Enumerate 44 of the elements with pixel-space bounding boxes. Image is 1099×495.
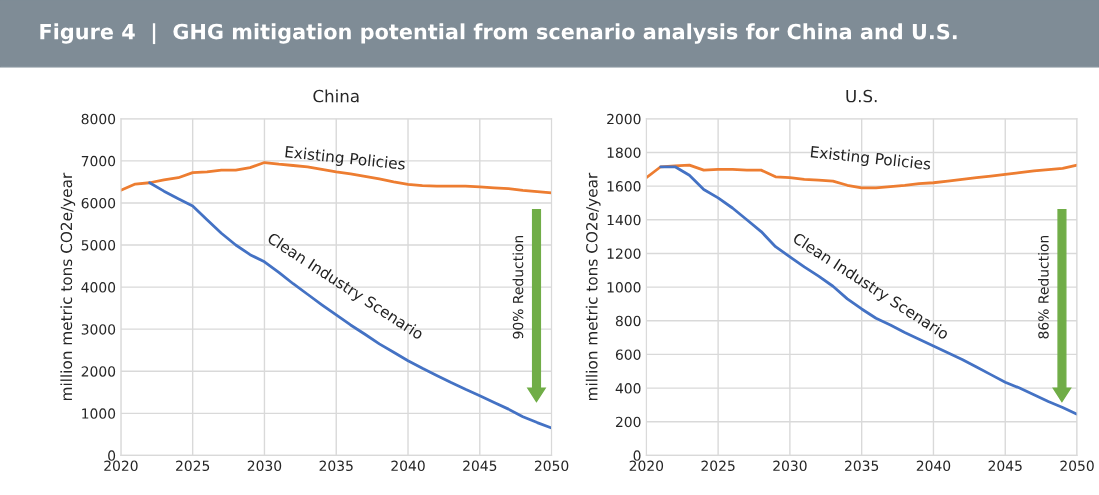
y-tick-label: 3000 <box>81 324 116 335</box>
x-tick-label: 2040 <box>391 460 425 472</box>
annotation: 86% Reduction <box>1038 235 1049 339</box>
x-tick-label: 2020 <box>104 460 138 472</box>
text: Existing Policies <box>810 145 931 173</box>
y-tick-label: 1200 <box>607 248 641 259</box>
y-tick-label: 1400 <box>607 214 641 226</box>
chart-title: U.S. <box>846 89 877 103</box>
y-axis-title: million metric tons CO2e/year <box>585 172 601 401</box>
y-tick-label: 1000 <box>82 408 116 419</box>
y-tick-label: 800 <box>615 315 641 327</box>
x-tick-label: 2045 <box>988 460 1022 472</box>
x-tick-label: 2030 <box>773 460 807 472</box>
x-tick-label: 2035 <box>319 460 353 472</box>
y-tick-label: 8000 <box>81 113 116 125</box>
y-tick-label: 0 <box>108 450 116 461</box>
y-tick-label: 2000 <box>607 113 641 125</box>
text: Existing Policies <box>284 145 406 173</box>
y-tick-label: 600 <box>615 349 641 360</box>
x-tick-label: 2050 <box>1060 460 1094 472</box>
x-tick-label: 2020 <box>629 460 664 472</box>
x-tick-label: 2050 <box>534 460 569 472</box>
y-axis-title: million metric tons CO2e/year <box>60 172 76 401</box>
y-tick-label: 1800 <box>607 147 641 158</box>
x-tick-label: 2040 <box>916 460 951 472</box>
chart-title: China <box>313 89 359 103</box>
y-tick-label: 0 <box>633 450 641 461</box>
x-tick-label: 2045 <box>463 460 497 472</box>
y-tick-label: 7000 <box>81 155 116 167</box>
caption: Figure 4 | GHG mitigation potential from scenario analysis for China and U.S. <box>40 23 957 45</box>
y-tick-label: 4000 <box>81 282 116 293</box>
x-tick-label: 2035 <box>845 460 879 472</box>
y-tick-label: 5000 <box>81 239 116 251</box>
line-series <box>148 181 552 430</box>
y-tick-label: 200 <box>615 416 641 428</box>
y-tick-label: 400 <box>615 383 641 394</box>
y-tick-label: 6000 <box>81 197 116 209</box>
y-tick-label: 2000 <box>81 366 116 377</box>
y-tick-label: 1000 <box>607 282 641 293</box>
annotation: 90% Reduction <box>512 235 524 339</box>
x-tick-label: 2025 <box>176 460 210 472</box>
x-tick-label: 2030 <box>247 460 282 472</box>
x-tick-label: 2025 <box>701 460 735 472</box>
y-tick-label: 1600 <box>607 181 641 192</box>
